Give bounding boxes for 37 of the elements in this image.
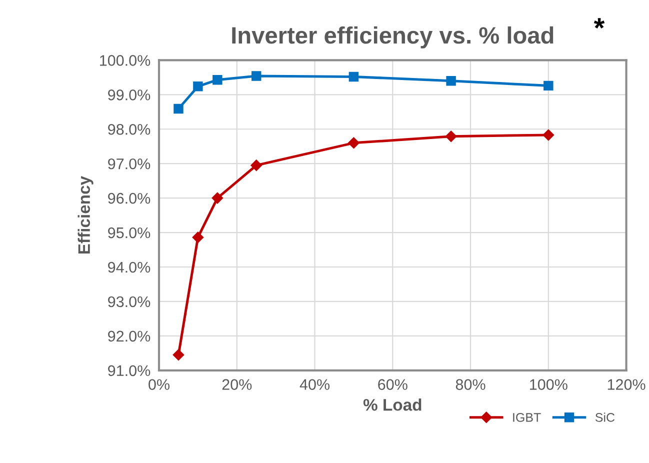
y-tick-label: 100.0% [100, 55, 150, 66]
y-tick-label: 98.0% [108, 124, 150, 135]
point [174, 104, 184, 114]
y-tick-label: 92.0% [108, 330, 150, 342]
y-tick-label: 94.0% [108, 262, 150, 273]
legend-label: IGBT [513, 413, 541, 422]
y-tick-label: 91.0% [108, 365, 150, 376]
y-tick-label: 96.0% [108, 192, 150, 204]
point [348, 137, 360, 149]
point [172, 349, 184, 360]
x-axis-title: % Load [363, 398, 422, 411]
x-tick-label: 0% [148, 379, 170, 390]
point [212, 74, 222, 85]
x-tick-label: 120% [608, 379, 646, 390]
point [446, 76, 456, 86]
point [542, 129, 554, 141]
point [192, 232, 204, 243]
text: * [594, 18, 605, 28]
x-tick-label: 40% [300, 379, 330, 390]
legend-label: SiC [595, 412, 615, 422]
x-tick-label: 60% [378, 379, 408, 390]
y-axis-title: Efficiency [78, 176, 94, 254]
point [544, 80, 554, 91]
point [348, 72, 359, 82]
point [251, 71, 262, 81]
point [193, 82, 203, 92]
point [250, 160, 262, 171]
x-tick-label: 80% [456, 379, 486, 390]
y-tick-label: 95.0% [108, 227, 150, 238]
y-tick-label: 93.0% [108, 296, 150, 308]
y-tick-label: 97.0% [108, 158, 150, 170]
y-tick-label: 99.0% [108, 90, 150, 100]
point [212, 192, 224, 204]
point [445, 130, 457, 142]
x-tick-label: 20% [222, 379, 252, 390]
x-tick-label: 100% [530, 379, 568, 390]
chart-title: Inverter efficiency vs. % load [232, 26, 554, 48]
